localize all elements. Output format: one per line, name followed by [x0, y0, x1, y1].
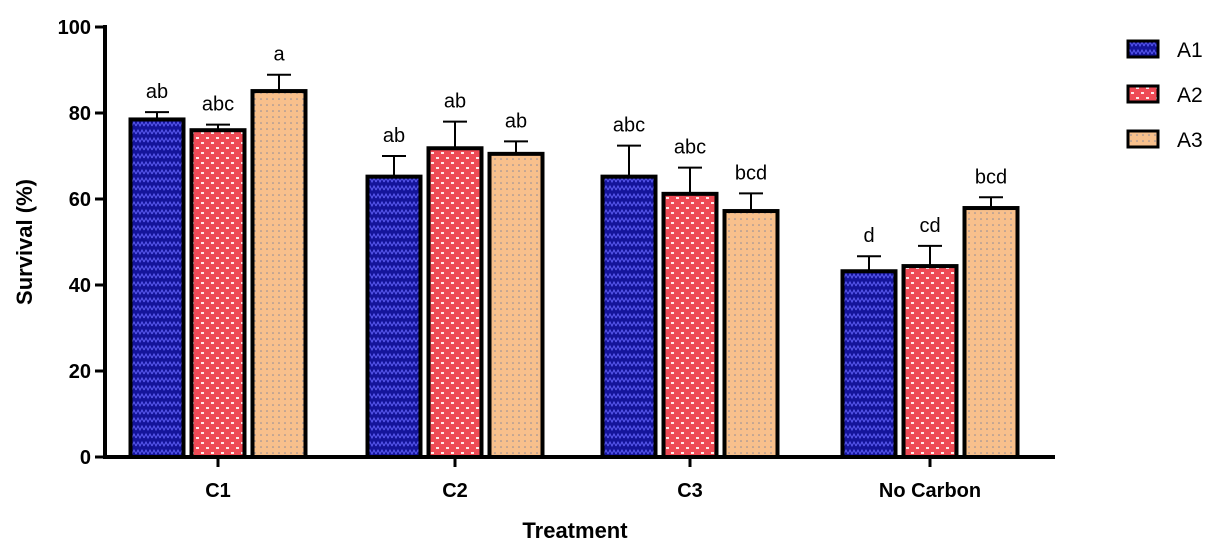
bar-a3-c3 — [722, 209, 780, 459]
significance-label: ab — [383, 125, 405, 147]
x-tick-label: No Carbon — [879, 480, 981, 502]
bar-a2-c1 — [189, 128, 247, 459]
y-tick-label: 0 — [80, 447, 91, 469]
x-axis-title: Treatment — [522, 518, 628, 543]
significance-label: d — [863, 225, 874, 247]
bar-a2-c3 — [661, 191, 719, 459]
significance-label: ab — [505, 110, 527, 132]
bar-a3-no-carbon — [962, 206, 1020, 459]
significance-label: abc — [674, 137, 706, 159]
bars — [128, 73, 1020, 459]
significance-label: ab — [146, 81, 168, 103]
legend-label-a3: A3 — [1177, 129, 1203, 152]
legend-swatch-a1 — [1126, 39, 1160, 59]
y-axis-title: Survival (%) — [12, 179, 37, 305]
y-tick-label: 40 — [69, 275, 91, 297]
significance-label: bcd — [975, 166, 1007, 188]
y-tick-label: 60 — [69, 189, 91, 211]
significance-label: a — [273, 44, 285, 66]
legend-label-a1: A1 — [1177, 39, 1203, 62]
bar-a1-c3 — [600, 174, 658, 459]
y-tick-label: 100 — [58, 17, 91, 39]
x-tick-label: C2 — [442, 480, 468, 502]
significance-label: bcd — [735, 162, 767, 184]
legend-swatch-a2 — [1126, 84, 1160, 104]
bar-a3-c1 — [250, 89, 308, 459]
y-tick-label: 20 — [69, 361, 91, 383]
bar-a1-no-carbon — [840, 269, 898, 459]
bar-a2-no-carbon — [901, 264, 959, 459]
bar-a3-c2 — [487, 151, 545, 459]
significance-label: abc — [202, 94, 234, 116]
bar-a1-c1 — [128, 117, 186, 459]
legend: A1 A2 A3 — [1126, 39, 1203, 152]
y-tick-label: 80 — [69, 103, 91, 125]
x-tick-label: C3 — [677, 480, 703, 502]
labels: ab ab abc d abc ab abc cd a ab bcd bcd — [146, 44, 1007, 247]
x-tick-label: C1 — [205, 480, 231, 502]
legend-swatch-a3 — [1126, 129, 1160, 149]
bar-a2-c2 — [426, 146, 484, 459]
significance-label: abc — [613, 115, 645, 137]
bar-a1-c2 — [365, 174, 423, 459]
significance-label: ab — [444, 91, 466, 113]
legend-label-a2: A2 — [1177, 84, 1203, 107]
significance-label: cd — [919, 215, 940, 237]
